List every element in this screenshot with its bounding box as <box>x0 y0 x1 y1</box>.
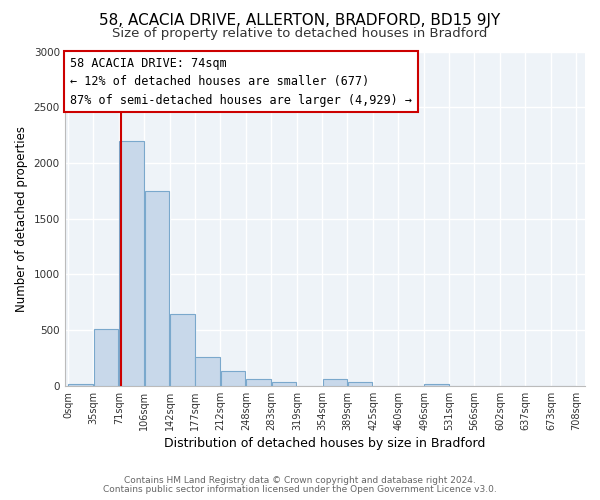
Bar <box>272 382 296 386</box>
Text: 58 ACACIA DRIVE: 74sqm
← 12% of detached houses are smaller (677)
87% of semi-de: 58 ACACIA DRIVE: 74sqm ← 12% of detached… <box>70 56 412 106</box>
Bar <box>347 382 373 386</box>
Bar <box>145 191 169 386</box>
Bar <box>323 379 347 386</box>
Y-axis label: Number of detached properties: Number of detached properties <box>15 126 28 312</box>
Bar <box>119 140 144 386</box>
Bar <box>247 378 271 386</box>
Bar <box>68 384 93 386</box>
Text: Size of property relative to detached houses in Bradford: Size of property relative to detached ho… <box>112 28 488 40</box>
X-axis label: Distribution of detached houses by size in Bradford: Distribution of detached houses by size … <box>164 437 485 450</box>
Text: Contains HM Land Registry data © Crown copyright and database right 2024.: Contains HM Land Registry data © Crown c… <box>124 476 476 485</box>
Bar <box>170 314 195 386</box>
Bar <box>424 384 449 386</box>
Text: Contains public sector information licensed under the Open Government Licence v3: Contains public sector information licen… <box>103 485 497 494</box>
Text: 58, ACACIA DRIVE, ALLERTON, BRADFORD, BD15 9JY: 58, ACACIA DRIVE, ALLERTON, BRADFORD, BD… <box>100 12 500 28</box>
Bar <box>94 329 118 386</box>
Bar <box>221 372 245 386</box>
Bar <box>196 358 220 386</box>
